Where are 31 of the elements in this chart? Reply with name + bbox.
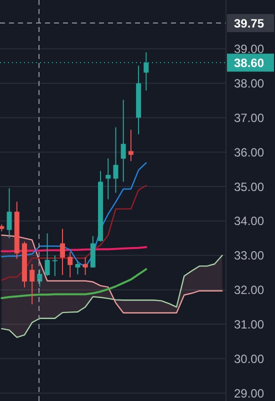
y-tick-label: 31.00 bbox=[234, 317, 264, 332]
candlestick bbox=[75, 260, 80, 275]
candlestick bbox=[128, 129, 134, 162]
ref-line-label: 38.60 bbox=[234, 56, 264, 70]
y-tick-label: 33.00 bbox=[234, 248, 264, 263]
line-series bbox=[0, 268, 148, 300]
ref-line-label: 39.75 bbox=[234, 16, 264, 30]
y-tick-label: 38.00 bbox=[234, 76, 264, 90]
y-tick-label: 32.00 bbox=[234, 283, 264, 298]
y-tick-label: 34.00 bbox=[234, 214, 264, 228]
candlestick bbox=[44, 232, 50, 277]
line-series bbox=[1, 184, 147, 281]
y-tick-label: 39.00 bbox=[234, 42, 264, 56]
candlestick bbox=[6, 188, 12, 239]
line-series bbox=[1, 234, 223, 314]
candlestick bbox=[82, 256, 88, 276]
line-series bbox=[1, 254, 223, 338]
y-tick-label: 37.00 bbox=[234, 110, 264, 125]
candlestick bbox=[68, 251, 73, 278]
line-series bbox=[1, 162, 147, 268]
candlestick bbox=[37, 268, 42, 288]
candlestick bbox=[30, 264, 35, 305]
candlestick bbox=[52, 254, 58, 277]
candlestick bbox=[113, 126, 118, 194]
candlestick bbox=[106, 158, 111, 200]
candlestick bbox=[120, 99, 126, 182]
y-tick-label: 29.00 bbox=[234, 386, 264, 400]
y-tick-label: 35.00 bbox=[234, 180, 264, 194]
candlestick bbox=[60, 228, 66, 276]
y-tick-label: 30.00 bbox=[234, 352, 264, 366]
y-tick-label: 36.00 bbox=[234, 145, 264, 160]
